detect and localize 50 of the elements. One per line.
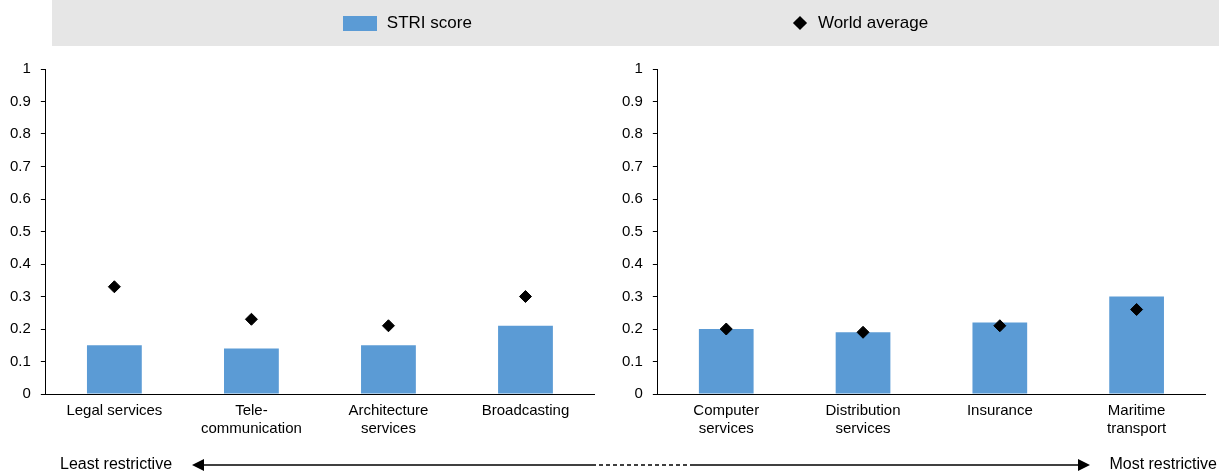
y-tick-label: 0.4 xyxy=(9,254,31,272)
point xyxy=(856,325,870,339)
point xyxy=(518,290,532,303)
bar xyxy=(1109,296,1164,394)
y-tick-label: 0.5 xyxy=(621,221,643,239)
y-tick-label: 0.8 xyxy=(9,124,31,142)
point xyxy=(381,319,395,333)
bar xyxy=(86,345,142,394)
legend-label: STRI score xyxy=(386,13,472,33)
point xyxy=(719,322,733,336)
bar xyxy=(361,345,416,394)
y-tick-label: 0.8 xyxy=(621,124,643,142)
x-tick-label: Tele-communication xyxy=(200,401,302,437)
x-tick-label: Architecture services xyxy=(348,401,429,437)
x-tick-label: Insurance xyxy=(966,401,1033,419)
y-tick-label: 0.7 xyxy=(621,156,643,174)
y-tick-label: 0.5 xyxy=(9,221,31,239)
point xyxy=(993,319,1007,333)
y-tick-label: 0.2 xyxy=(621,319,643,337)
y-tick-label: 0.9 xyxy=(9,91,31,109)
y-tick-label: 0.1 xyxy=(621,351,643,369)
y-tick-label: 0.2 xyxy=(9,319,31,337)
y-tick-label: 0.7 xyxy=(9,156,31,174)
x-tick-label: Distribution services xyxy=(825,401,901,437)
y-tick-label: 1 xyxy=(634,59,643,77)
bar xyxy=(498,325,553,394)
x-tick-label: Maritime transport xyxy=(1107,401,1168,437)
point xyxy=(244,312,258,326)
y-tick-label: 0 xyxy=(22,384,31,402)
bar xyxy=(224,348,279,394)
y-tick-label: 0.3 xyxy=(9,286,31,304)
text: Most restrictive xyxy=(1109,455,1217,473)
legend-label: World average xyxy=(817,13,929,33)
y-tick-label: 0.6 xyxy=(9,189,31,207)
x-tick-label: Legal services xyxy=(66,401,163,419)
y-tick-label: 1 xyxy=(22,59,31,77)
text: Least restrictive xyxy=(60,455,173,473)
y-tick-label: 0.4 xyxy=(621,254,643,272)
y-tick-label: 0.6 xyxy=(621,189,643,207)
bar xyxy=(972,322,1028,394)
x-tick-label: Computer services xyxy=(693,401,760,437)
y-tick-label: 0.1 xyxy=(9,351,31,369)
bar xyxy=(835,332,891,394)
y-tick-label: 0.3 xyxy=(621,286,643,304)
x-tick-label: Broadcasting xyxy=(481,401,570,419)
point xyxy=(107,280,121,294)
y-tick-label: 0 xyxy=(634,384,643,402)
point xyxy=(1130,303,1144,316)
y-tick-label: 0.9 xyxy=(621,91,643,109)
bar xyxy=(698,329,754,394)
